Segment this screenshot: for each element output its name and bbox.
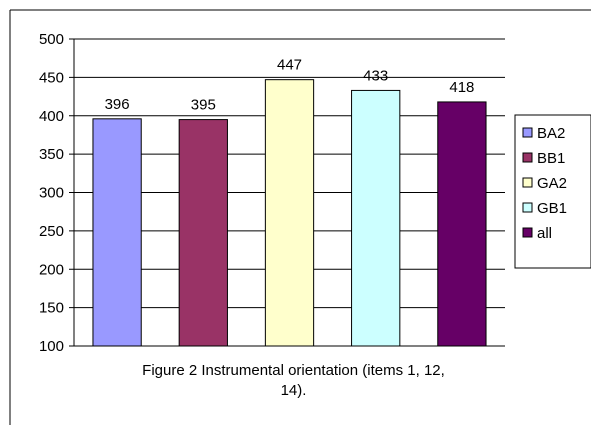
y-tick-label: 500 [39, 31, 64, 48]
bar-all [437, 101, 487, 347]
caption-line: 14). [281, 382, 307, 399]
y-tick-label: 350 [39, 146, 64, 163]
bar-bb1 [178, 119, 228, 347]
y-tick-label: 150 [39, 300, 64, 317]
legend-swatch-bb1 [522, 152, 533, 163]
legend-swatch-ga2 [522, 177, 533, 188]
data-labels: 396 395 447 433 418 [105, 57, 475, 114]
y-tick-label: 100 [39, 338, 64, 355]
chart-caption: Figure 2 Instrumental orientation (items… [142, 362, 445, 399]
data-label-bb1: 395 [191, 97, 216, 114]
data-label-gb1: 433 [363, 67, 388, 84]
legend-label-gb1: GB1 [537, 200, 567, 217]
y-tick-labels: 100 150 200 250 300 350 400 450 500 [39, 31, 64, 355]
bar-gb1 [351, 89, 401, 347]
data-label-ba2: 396 [105, 96, 130, 113]
legend-label-ba2: BA2 [537, 125, 565, 142]
legend-label-ga2: GA2 [537, 175, 567, 192]
bar-ba2 [92, 118, 142, 347]
data-label-ga2: 447 [277, 57, 302, 74]
legend-label-bb1: BB1 [537, 150, 565, 167]
legend-label-all: all [537, 225, 552, 242]
legend-swatch-all [522, 227, 533, 238]
data-label-all: 418 [449, 79, 474, 96]
legend-swatch-ba2 [522, 127, 533, 138]
bars [92, 79, 487, 347]
legend: BA2 BB1 GA2 GB1 all [514, 114, 591, 269]
y-tick-label: 250 [39, 223, 64, 240]
legend-box [514, 114, 591, 269]
y-tick-label: 200 [39, 261, 64, 278]
y-tick-label: 400 [39, 108, 64, 125]
caption-line: Figure 2 Instrumental orientation (items… [142, 362, 445, 379]
legend-swatch-gb1 [522, 202, 533, 213]
y-tick-label: 300 [39, 185, 64, 202]
bar-ga2 [264, 79, 315, 347]
y-tick-label: 450 [39, 69, 64, 86]
